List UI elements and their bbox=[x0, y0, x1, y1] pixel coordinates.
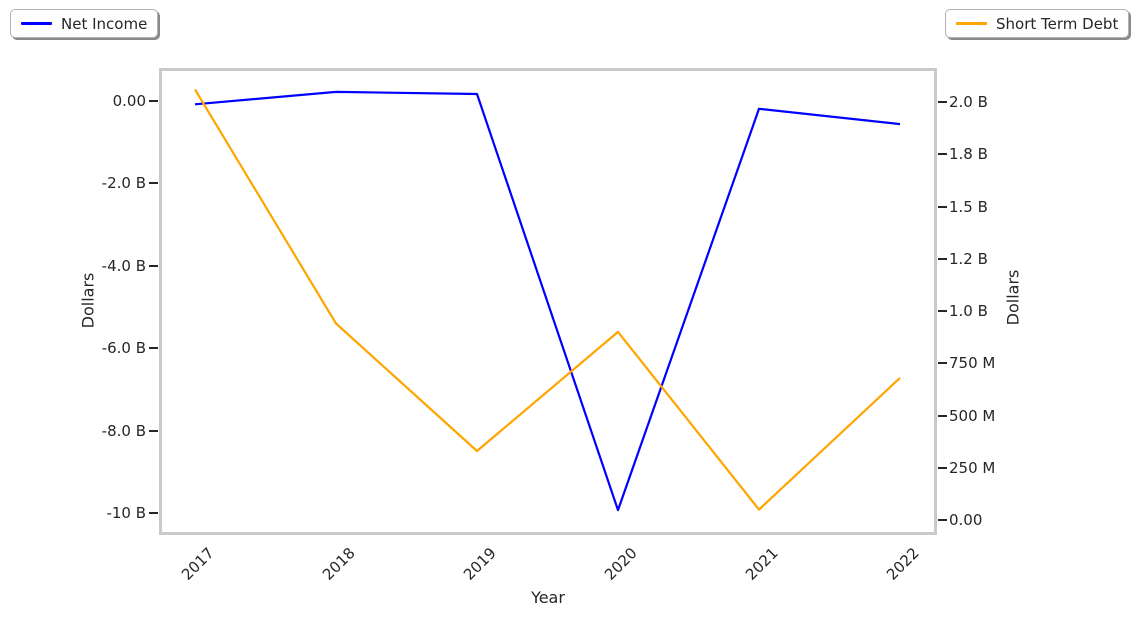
left-y-tick-label: -10 B bbox=[106, 504, 146, 522]
series-line-net-income bbox=[194, 90, 901, 512]
right-y-tick-label: 2.0 B bbox=[949, 93, 988, 111]
left-y-tick-mark bbox=[149, 182, 158, 185]
left-y-tick-mark bbox=[149, 264, 158, 267]
legend-short-term-debt-label: Short Term Debt bbox=[996, 14, 1119, 33]
right-y-tick-label: 250 M bbox=[949, 458, 996, 477]
left-y-tick-mark bbox=[149, 512, 158, 514]
right-y-tick-mark bbox=[938, 153, 947, 156]
right-y-tick-mark bbox=[938, 257, 947, 260]
plot-area bbox=[194, 88, 901, 512]
right-y-tick-mark bbox=[938, 414, 947, 417]
right-y-tick-label: 500 M bbox=[949, 406, 996, 425]
left-y-tick-label: -6.0 B bbox=[101, 339, 146, 358]
left-y-tick-label: -2.0 B bbox=[101, 174, 146, 193]
right-y-axis-title: Dollars bbox=[1003, 269, 1023, 326]
left-y-tick-label: -4.0 B bbox=[101, 256, 146, 275]
legend-net-income-label: Net Income bbox=[61, 14, 148, 33]
right-y-tick-label: 1.2 B bbox=[949, 249, 988, 268]
left-y-tick-mark bbox=[149, 347, 158, 350]
right-y-tick-mark bbox=[938, 101, 947, 103]
left-y-tick-label: -8.0 B bbox=[101, 421, 146, 440]
plot-area-border bbox=[159, 68, 937, 535]
left-y-tick-mark bbox=[149, 429, 158, 432]
right-y-tick-mark bbox=[938, 466, 947, 469]
right-y-tick-label: 0.00 bbox=[949, 511, 983, 529]
short-term-debt-line-swatch bbox=[956, 22, 987, 25]
right-y-tick-mark bbox=[938, 362, 947, 365]
right-y-tick-label: 1.5 B bbox=[949, 197, 988, 216]
right-y-tick-mark bbox=[938, 205, 947, 208]
right-y-tick-mark bbox=[938, 310, 947, 312]
net-income-line-swatch bbox=[21, 22, 52, 25]
left-y-tick-label: 0.00 bbox=[112, 92, 146, 110]
legend-net-income: Net Income bbox=[10, 9, 159, 38]
legend-short-term-debt: Short Term Debt bbox=[945, 9, 1130, 38]
series-line-short-term-debt bbox=[194, 88, 901, 511]
left-y-axis-title: Dollars bbox=[78, 272, 98, 329]
right-y-tick-label: 1.8 B bbox=[949, 145, 988, 164]
x-axis-title: Year bbox=[531, 588, 565, 607]
right-y-tick-label: 1.0 B bbox=[949, 302, 988, 320]
right-y-tick-label: 750 M bbox=[949, 354, 996, 373]
right-y-tick-mark bbox=[938, 519, 947, 521]
left-y-tick-mark bbox=[149, 100, 158, 102]
